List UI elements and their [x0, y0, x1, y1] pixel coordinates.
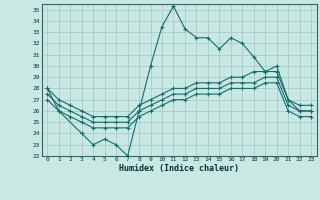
X-axis label: Humidex (Indice chaleur): Humidex (Indice chaleur) — [119, 164, 239, 173]
